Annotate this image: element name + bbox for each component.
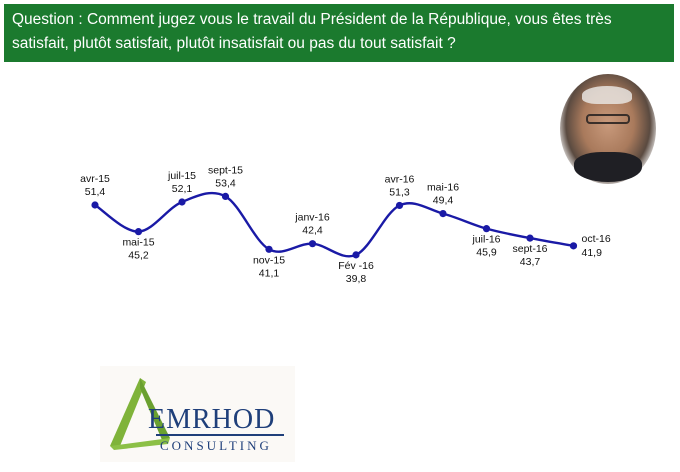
- data-point-sept-15: [221, 192, 230, 200]
- data-point-juil-16: [482, 225, 491, 233]
- data-point-juil-15: [178, 198, 186, 206]
- data-point-nov-15: [265, 245, 273, 253]
- category-label: juil-16: [471, 234, 500, 246]
- logo-subtitle: CONSULTING: [160, 438, 272, 453]
- category-label: janv-16: [294, 212, 330, 224]
- category-label: juil-15: [167, 170, 196, 182]
- logo-triangle-icon: [110, 378, 170, 450]
- value-label: 53,4: [215, 177, 236, 189]
- series-line: [94, 191, 574, 258]
- portrait-suit: [574, 152, 642, 182]
- category-label: mai-16: [427, 182, 459, 194]
- question-text: Question : Comment jugez vous le travail…: [12, 11, 612, 52]
- category-label: avr-15: [80, 173, 110, 185]
- data-point-mai-16: [439, 210, 447, 218]
- category-label: oct-16: [582, 233, 611, 245]
- category-label: Fév -16: [338, 260, 374, 272]
- data-point-avr-16: [395, 201, 404, 210]
- value-label: 52,1: [172, 183, 193, 195]
- data-point-mai-15: [134, 228, 143, 236]
- value-label: 43,7: [520, 256, 541, 268]
- data-point-Fév-16: [352, 251, 360, 259]
- value-label: 39,8: [346, 273, 367, 285]
- value-label: 45,9: [476, 247, 497, 259]
- category-label: nov-15: [253, 254, 285, 266]
- category-label: mai-15: [122, 237, 154, 249]
- category-label: sept-15: [208, 164, 243, 176]
- value-label: 41,9: [582, 247, 603, 259]
- emrhod-logo: EMRHOD CONSULTING: [100, 366, 295, 462]
- value-label: 51,4: [85, 186, 106, 198]
- portrait-hair: [582, 86, 632, 104]
- value-label: 41,1: [259, 267, 280, 279]
- data-point-avr-15: [91, 201, 99, 209]
- data-points: [91, 192, 578, 259]
- data-point-oct-16: [569, 242, 578, 250]
- data-point-janv-16: [308, 240, 317, 248]
- value-label: 45,2: [128, 250, 149, 262]
- category-label: avr-16: [385, 173, 415, 185]
- president-portrait-photo: [560, 74, 656, 184]
- logo-name: EMRHOD: [148, 404, 276, 435]
- question-banner: Question : Comment jugez vous le travail…: [4, 4, 674, 62]
- logo-divider: [156, 434, 284, 436]
- value-label: 49,4: [433, 195, 454, 207]
- portrait-glasses: [586, 114, 630, 124]
- value-label: 51,3: [389, 186, 410, 198]
- data-point-sept-16: [526, 234, 534, 242]
- category-label: sept-16: [512, 243, 547, 255]
- value-label: 42,4: [302, 225, 323, 237]
